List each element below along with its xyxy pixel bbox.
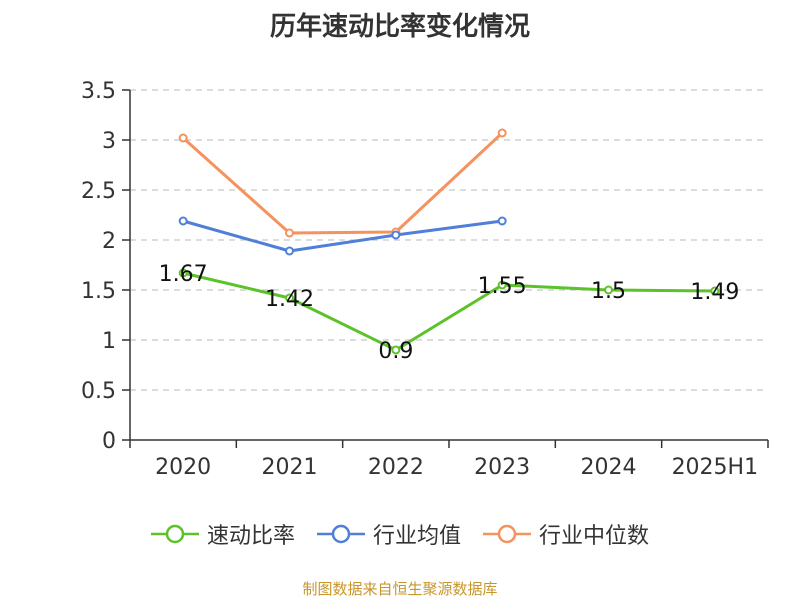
- data-label: 1.67: [159, 262, 208, 287]
- axes: 0 0.5 1 1.5 2 2.5 3 3.5 2020 2021 2022 2023 2024 2025…: [81, 79, 769, 480]
- data-point[interactable]: [178, 268, 188, 278]
- y-tick-label: 0.5: [81, 379, 116, 404]
- y-tick-label: 3: [102, 129, 116, 154]
- data-point[interactable]: [178, 216, 188, 226]
- legend-swatch-industry-mean: [316, 524, 365, 544]
- y-tick-label: 1.5: [81, 279, 116, 304]
- data-point[interactable]: [710, 286, 720, 296]
- legend-swatch-quick-ratio: [150, 524, 199, 544]
- series-line: [182, 219, 503, 253]
- legend-label-industry-mean: 行业均值: [372, 524, 461, 549]
- y-tick-label: 3.5: [81, 79, 116, 104]
- grid-lines: [130, 89, 768, 391]
- data-point[interactable]: [391, 230, 401, 240]
- data-label: 1.5: [591, 279, 626, 304]
- x-tick-label: 2023: [474, 455, 530, 480]
- data-point[interactable]: [285, 293, 294, 303]
- x-tick-label: 2025H1: [672, 455, 759, 480]
- data-point[interactable]: [285, 246, 294, 256]
- data-point[interactable]: [178, 133, 188, 143]
- legend-label-quick-ratio: 速动比率: [206, 524, 295, 549]
- legend-label-industry-median: 行业中位数: [539, 524, 650, 549]
- data-label: 1.42: [265, 287, 314, 312]
- legend: 速动比率 行业均值 行业中位数: [0, 518, 800, 550]
- x-tick-label: 2022: [368, 455, 424, 480]
- series-group: [178, 128, 720, 355]
- legend-item-quick-ratio[interactable]: 速动比率: [150, 518, 295, 550]
- y-tick-label: 2: [102, 229, 116, 254]
- legend-swatch-industry-median: [483, 524, 531, 544]
- data-point[interactable]: [497, 280, 507, 290]
- data-label: 0.9: [378, 339, 413, 364]
- legend-item-industry-mean[interactable]: 行业均值: [316, 518, 461, 550]
- data-point[interactable]: [497, 128, 507, 138]
- data-point[interactable]: [285, 228, 294, 238]
- data-source-note: 制图数据来自恒生聚源数据库: [302, 580, 498, 598]
- x-tick-label: 2021: [262, 455, 318, 480]
- x-tick-label: 2024: [581, 455, 637, 480]
- data-labels: 1.67 1.42 0.9 1.55 1.5 1.49: [159, 262, 740, 364]
- data-point[interactable]: [497, 216, 507, 226]
- data-point[interactable]: [391, 345, 401, 355]
- y-tick-label: 0: [102, 429, 116, 454]
- series-line: [182, 271, 715, 352]
- x-tick-label: 2020: [155, 455, 211, 480]
- data-point[interactable]: [604, 285, 613, 295]
- chart-title: 历年速动比率变化情况: [269, 12, 530, 42]
- series-line: [182, 131, 504, 235]
- y-tick-label: 1: [102, 329, 116, 354]
- y-tick-label: 2.5: [81, 179, 116, 204]
- data-label: 1.55: [478, 274, 527, 299]
- legend-item-industry-median[interactable]: 行业中位数: [483, 518, 649, 550]
- data-label: 1.49: [690, 280, 739, 305]
